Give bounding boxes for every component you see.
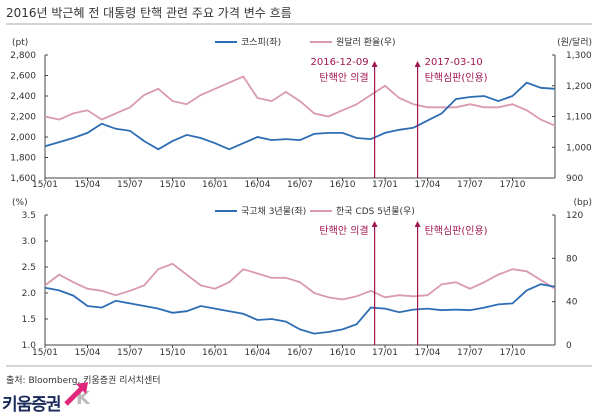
chart-panel-2: (%) (bp) 1.0 1.5 2.0 2.5 3.0 3.5 0 40 80 120 15/01 15… [12, 198, 592, 358]
legend-label: 코스피(좌) [241, 37, 281, 48]
y-left-tick-label: 2,600 [10, 72, 36, 82]
y-right-tick-label: 0 [566, 341, 572, 351]
y-left-tick-label: 2.0 [22, 289, 37, 299]
x-tick-label: 15/07 [117, 180, 143, 190]
right-unit-label: (원/달러) [557, 36, 592, 48]
y-right-tick-label: 1,200 [566, 82, 592, 92]
x-tick-label: 15/04 [75, 348, 101, 358]
x-tick-label: 16/10 [330, 348, 356, 358]
y-right-tick-label: 1,100 [566, 113, 592, 123]
x-tick-label: 17/10 [500, 348, 526, 358]
x-tick-label: 16/01 [202, 180, 228, 190]
annotation-label: 탄핵심판(인용) [425, 72, 488, 84]
series-line-right [44, 262, 556, 301]
y-left-tick-label: 3.5 [22, 211, 36, 221]
annotation-label: 탄핵안 의결 [319, 72, 368, 84]
y-left-tick-label: 2,400 [10, 92, 36, 102]
x-tick-label: 17/07 [457, 348, 483, 358]
annotation-date: 2016-12-09 [310, 57, 368, 68]
kiwoom-logo: 키움증권 K [2, 382, 92, 415]
x-tick-label: 15/10 [160, 348, 186, 358]
legend-label: 한국 CDS 5년물(우) [336, 206, 415, 217]
left-unit-label: (%) [12, 198, 28, 208]
arrow-head-icon [371, 61, 378, 67]
left-unit-label: (pt) [12, 38, 28, 48]
x-tick-label: 17/04 [415, 180, 441, 190]
legend-label: 국고채 3년물(좌) [241, 206, 306, 217]
x-tick-label: 16/07 [287, 348, 313, 358]
y-left-tick-label: 1,800 [10, 154, 36, 164]
chart-panel-1: (pt) (원/달러) 1,600 1,800 2,000 2,200 2,400 2,600… [10, 36, 592, 190]
right-unit-label: (bp) [574, 198, 592, 208]
y-right-tick-label: 120 [566, 211, 583, 221]
x-tick-label: 17/04 [415, 348, 441, 358]
x-tick-label: 16/04 [245, 180, 271, 190]
x-tick-label: 15/01 [32, 180, 58, 190]
arrow-head-icon [371, 221, 378, 227]
logo-arrow-icon: K [64, 382, 92, 406]
annotation-date: 2017-03-10 [425, 57, 483, 68]
y-right-tick-label: 40 [566, 298, 578, 308]
arrow-head-icon [414, 221, 421, 227]
x-tick-label: 17/10 [500, 180, 526, 190]
series-line-right [44, 75, 556, 127]
x-tick-label: 16/04 [245, 348, 271, 358]
chart-title: 2016년 박근혜 전 대통령 탄핵 관련 주요 가격 변수 흐름 [6, 6, 292, 20]
annotation-label: 탄핵심판(인용) [425, 225, 488, 237]
y-left-tick-label: 2,800 [10, 51, 36, 61]
x-tick-label: 15/07 [117, 348, 143, 358]
arrow-head-icon [414, 61, 421, 67]
y-left-tick-label: 1.5 [22, 315, 36, 325]
x-tick-label: 17/01 [372, 180, 398, 190]
series-line-left [44, 81, 556, 151]
x-tick-label: 16/01 [202, 348, 228, 358]
y-left-tick-label: 3.0 [22, 237, 37, 247]
y-left-tick-label: 2.5 [22, 263, 36, 273]
y-right-tick-label: 80 [566, 254, 578, 264]
x-tick-label: 15/04 [75, 180, 101, 190]
x-tick-label: 17/07 [457, 180, 483, 190]
x-tick-label: 15/10 [160, 180, 186, 190]
x-tick-label: 16/07 [287, 180, 313, 190]
x-tick-label: 16/10 [330, 180, 356, 190]
logo-text: 키움증권 [2, 395, 62, 415]
y-left-tick-label: 2,000 [10, 133, 36, 143]
x-tick-label: 17/01 [372, 348, 398, 358]
annotation-label: 탄핵안 의결 [319, 225, 368, 237]
x-tick-label: 15/01 [32, 348, 58, 358]
y-left-tick-label: 1,600 [10, 174, 36, 184]
y-right-tick-label: 1,300 [566, 51, 592, 61]
y-right-tick-label: 1,000 [566, 143, 592, 153]
y-left-tick-label: 2,200 [10, 113, 36, 123]
y-right-tick-label: 900 [566, 174, 583, 184]
source-note: 출처: Bloomberg, 키움증권 리서치센터 [6, 376, 161, 386]
series-line-left [44, 283, 556, 335]
legend-label: 원달러 환율(우) [336, 36, 396, 48]
y-left-tick-label: 1.0 [22, 341, 37, 351]
